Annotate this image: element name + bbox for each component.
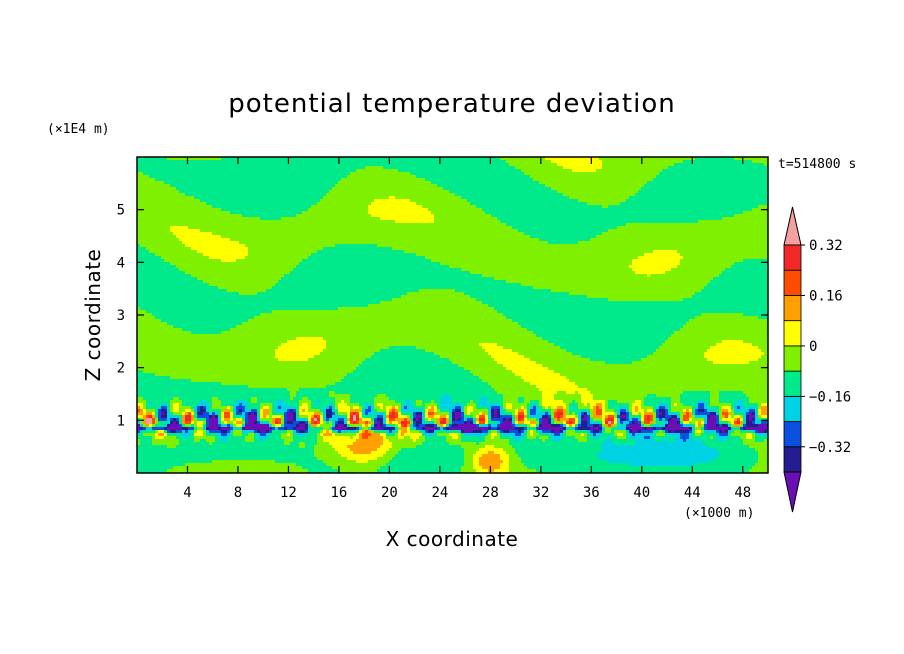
colorbar-label: −0.16 <box>809 389 851 405</box>
colorbar-bin <box>784 447 801 472</box>
y-tick-label: 4 <box>117 255 125 271</box>
x-tick-label: 8 <box>234 485 242 501</box>
colorbar-over-triangle <box>784 207 801 245</box>
x-axis-label: X coordinate <box>386 527 519 551</box>
x-tick-label: 20 <box>381 485 398 501</box>
y-axis-label: Z coordinate <box>81 249 105 382</box>
time-label: t=514800 s <box>778 157 856 172</box>
colorbar-label: 0 <box>809 339 817 355</box>
x-axis-unit: (×1000 m) <box>684 506 754 521</box>
x-tick-label: 40 <box>633 485 650 501</box>
x-tick-label: 12 <box>280 485 297 501</box>
colorbar-bin <box>784 270 801 295</box>
x-tick-label: 44 <box>684 485 701 501</box>
x-tick-label: 16 <box>330 485 347 501</box>
colorbar-bin <box>784 295 801 320</box>
x-tick-label: 32 <box>532 485 549 501</box>
colorbar-bin <box>784 245 801 270</box>
colorbar-label: 0.16 <box>809 288 843 304</box>
colorbar-bin <box>784 371 801 396</box>
x-tick-label: 24 <box>431 485 448 501</box>
y-axis-unit: (×1E4 m) <box>47 122 110 137</box>
y-tick-label: 2 <box>117 361 125 377</box>
x-tick-label: 28 <box>482 485 499 501</box>
y-tick-label: 1 <box>117 413 125 429</box>
x-tick-label: 4 <box>183 485 191 501</box>
y-tick-label: 3 <box>117 308 125 324</box>
colorbar-under-triangle <box>784 472 801 512</box>
colorbar-label: −0.32 <box>809 440 851 456</box>
colorbar-bin <box>784 321 801 346</box>
colorbar-bin <box>784 422 801 447</box>
colorbar-bin <box>784 346 801 371</box>
colorbar: −0.32 −0.16 0 0.16 0.32 <box>784 207 851 512</box>
colorbar-label: 0.32 <box>809 238 843 254</box>
x-tick-label: 36 <box>583 485 600 501</box>
chart-title: potential temperature deviation <box>228 89 675 119</box>
colorbar-bin <box>784 396 801 421</box>
y-tick-label: 5 <box>117 203 125 219</box>
x-tick-label: 48 <box>734 485 751 501</box>
contour-field <box>137 157 771 476</box>
